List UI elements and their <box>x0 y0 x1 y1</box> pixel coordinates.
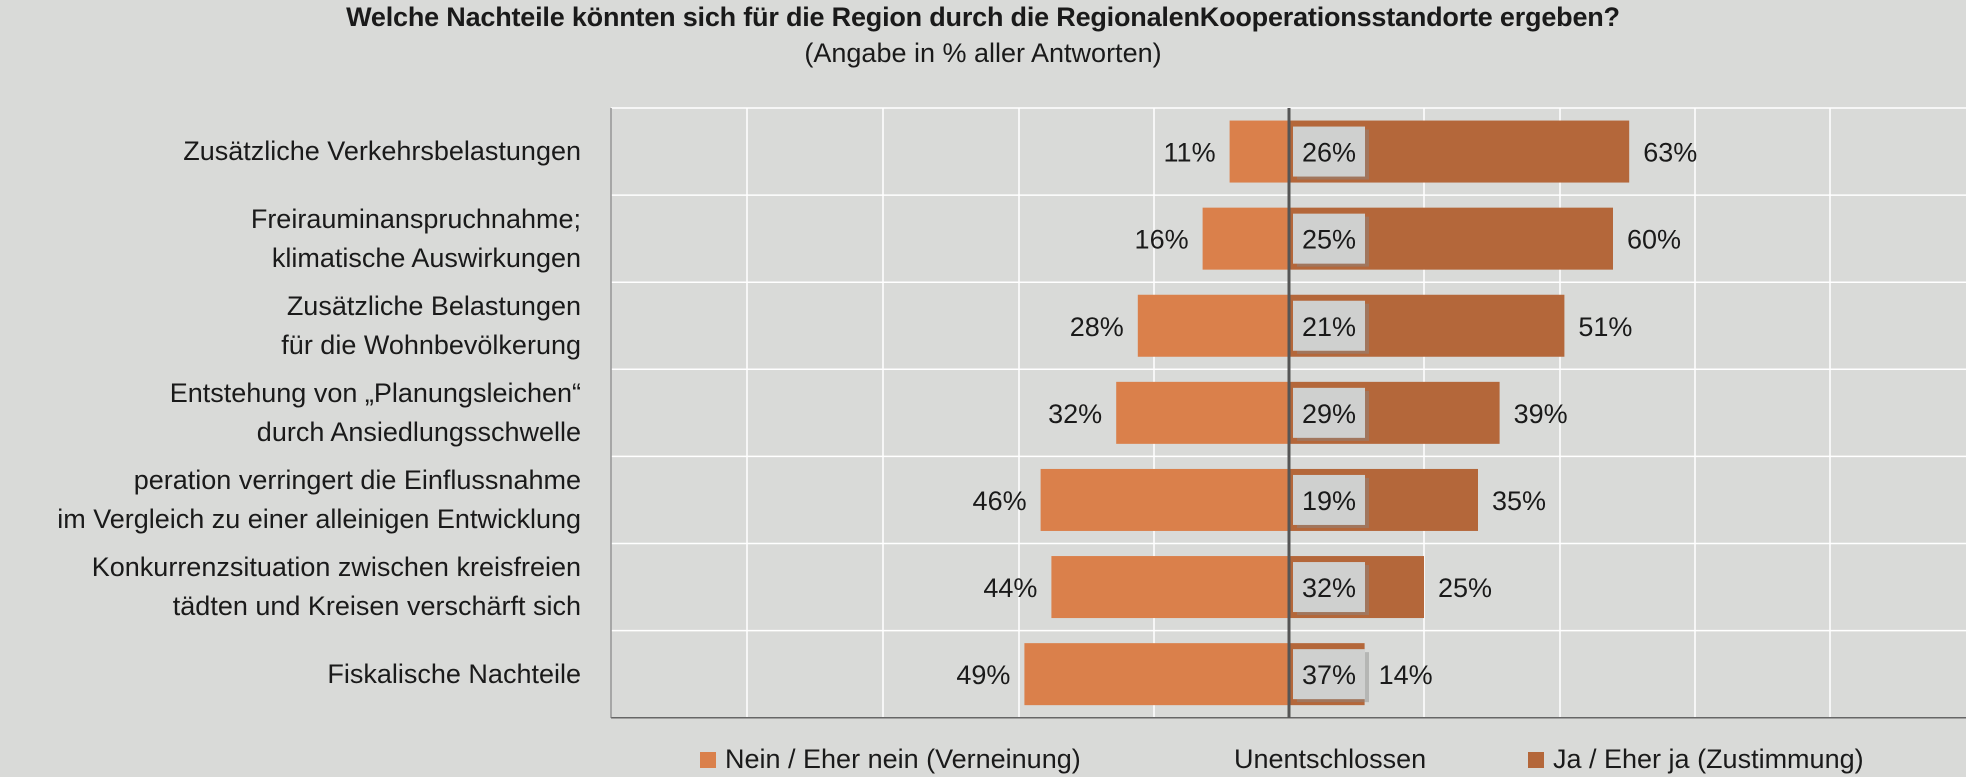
chart-title: Welche Nachteile könnten sich für die Re… <box>346 2 1620 32</box>
category-label: Konkurrenzsituation zwischen kreisfreien… <box>92 548 581 626</box>
bar-nein <box>1040 468 1289 531</box>
data-label-unentschlossen: 25% <box>1302 225 1356 255</box>
undecided-box <box>1293 474 1365 525</box>
data-label-nein: 32% <box>1048 399 1102 429</box>
data-label-unentschlossen: 32% <box>1302 573 1356 603</box>
category-label-line: peration verringert die Einflussnahme <box>133 464 581 495</box>
category-label: Zusätzliche Belastungen für die Wohnbevöl… <box>281 287 581 365</box>
legend-item-ja: Ja / Eher ja (Zustimmung) <box>1528 744 1864 775</box>
data-label-ja: 35% <box>1492 486 1546 516</box>
legend: Nein / Eher nein (Verneinung) Unentschlo… <box>0 744 1966 777</box>
undecided-box <box>1293 649 1365 700</box>
category-label-line: Freirauminanspruchnahme; <box>250 203 581 234</box>
category-label-line: Zusätzliche Belastungen <box>286 290 581 321</box>
bar-nein <box>1137 294 1289 357</box>
bar-nein <box>1202 207 1289 270</box>
legend-label-unentschlossen: Unentschlossen <box>1234 744 1427 774</box>
category-label: Entstehung von „Planungsleichen“ durch An… <box>170 374 581 452</box>
undecided-box <box>1293 387 1365 438</box>
data-label-unentschlossen: 21% <box>1302 312 1356 342</box>
legend-label-nein: Nein / Eher nein (Verneinung) <box>725 744 1081 774</box>
data-label-nein: 28% <box>1070 312 1124 342</box>
category-label-line: Entstehung von „Planungsleichen“ <box>169 377 581 408</box>
undecided-box <box>1293 213 1365 264</box>
legend-item-nein: Nein / Eher nein (Verneinung) <box>700 744 1081 775</box>
data-label-nein: 11% <box>1164 138 1216 168</box>
category-label-line: Konkurrenzsituation zwischen kreisfreien <box>91 552 581 583</box>
bar-nein <box>1229 120 1289 183</box>
data-label-nein: 16% <box>1135 225 1189 255</box>
category-label: Fiskalische Nachteile <box>327 655 581 694</box>
category-label: peration verringert die Einflussnahme im … <box>57 461 581 539</box>
data-label-unentschlossen: 37% <box>1302 660 1356 690</box>
category-label-line: Zusätzliche Verkehrsbelastungen <box>183 136 581 167</box>
category-label-line: im Vergleich zu einer alleinigen Entwick… <box>57 503 581 534</box>
data-label-ja: 63% <box>1643 138 1697 168</box>
data-label-nein: 44% <box>983 573 1037 603</box>
category-label-line: Fiskalische Nachteile <box>327 658 581 689</box>
data-label-ja: 25% <box>1438 573 1492 603</box>
data-label-ja: 14% <box>1379 660 1433 690</box>
category-label-line: tädten und Kreisen verschärft sich <box>172 591 581 622</box>
category-label-line: klimatische Auswirkungen <box>271 242 581 273</box>
chart-subtitle: (Angabe in % aller Antworten) <box>804 38 1162 68</box>
category-label-line: durch Ansiedlungsschwelle <box>256 416 581 447</box>
data-label-unentschlossen: 29% <box>1302 399 1356 429</box>
data-label-ja: 60% <box>1627 225 1681 255</box>
legend-label-ja: Ja / Eher ja (Zustimmung) <box>1553 744 1864 774</box>
legend-swatch-nein <box>700 751 716 768</box>
bar-nein <box>1024 643 1289 706</box>
data-label-unentschlossen: 26% <box>1302 138 1356 168</box>
data-label-nein: 49% <box>956 660 1010 690</box>
data-label-unentschlossen: 19% <box>1302 486 1356 516</box>
bar-nein <box>1051 556 1289 619</box>
data-label-ja: 39% <box>1514 399 1568 429</box>
legend-item-unentschlossen: Unentschlossen <box>1234 744 1426 775</box>
category-label: Freirauminanspruchnahme; klimatische Ausw… <box>251 200 581 278</box>
data-label-nein: 46% <box>973 486 1027 516</box>
undecided-box <box>1293 562 1365 613</box>
data-label-ja: 51% <box>1578 312 1632 342</box>
legend-swatch-ja <box>1528 751 1544 768</box>
bar-nein <box>1116 381 1289 444</box>
category-label-line: für die Wohnbevölkerung <box>281 329 581 360</box>
undecided-box <box>1293 126 1365 177</box>
undecided-box <box>1293 300 1365 351</box>
category-label: Zusätzliche Verkehrsbelastungen <box>183 132 581 171</box>
